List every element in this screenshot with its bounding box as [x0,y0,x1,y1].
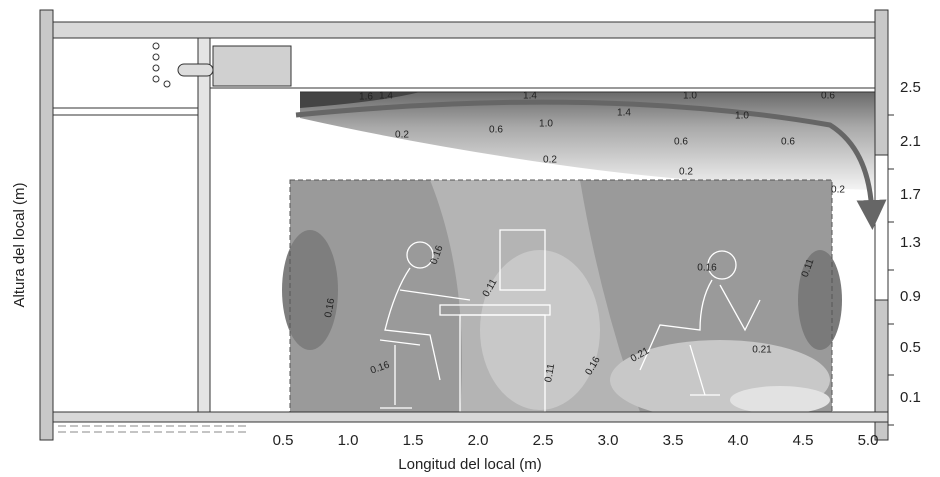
right-wall [874,9,889,156]
airflow-arrow [295,99,887,230]
contour-label: 0.6 [489,125,503,136]
floor-slab [52,411,889,423]
contour-label: 1.0 [735,111,749,122]
contour-label: 0.2 [831,185,845,196]
contour-label: 1.4 [617,108,631,119]
y-tick-label: 1.7 [900,186,921,203]
x-tick-label: 3.0 [598,432,619,449]
contour-region [730,386,830,414]
x-tick-label: 2.5 [533,432,554,449]
y-tick-label: 1.3 [900,234,921,251]
x-tick-label: 5.0 [858,432,879,449]
y-axis-label: Altura del local (m) [11,182,28,307]
diffuser-dots [152,42,171,88]
x-tick-label: 3.5 [663,432,684,449]
contour-label: 0.21 [752,345,772,356]
contour-region [798,250,842,350]
people-and-furniture [379,229,761,413]
floor-hatch [58,425,250,433]
contour-label: 0.6 [781,137,795,148]
contour-label: 0.16 [323,297,337,319]
contour-label: 0.2 [543,155,557,166]
x-tick-label: 1.0 [338,432,359,449]
room [39,9,889,441]
contour-label: 1.4 [379,91,393,102]
left-wall [39,9,54,441]
false-ceiling [210,87,875,93]
x-tick-label: 1.5 [403,432,424,449]
jet-core [300,92,420,108]
duct [177,63,214,77]
x-tick-label: 4.0 [728,432,749,449]
contour-label: 0.6 [674,137,688,148]
contour-label: 0.11 [543,362,557,383]
contour-label: 0.16 [697,263,717,274]
x-tick-label: 2.0 [468,432,489,449]
contour-label: 1.4 [523,91,537,102]
y-tick-label: 0.1 [900,389,921,406]
contour-label: 0.6 [821,91,835,102]
window [874,154,889,301]
upper-airflow-zone [300,92,875,190]
contour-label: 1.0 [683,91,697,102]
x-tick-label: 4.5 [793,432,814,449]
x-tick-label: 0.5 [273,432,294,449]
x-axis-label: Longitud del local (m) [398,456,541,473]
contour-label: 0.2 [679,167,693,178]
false-ceiling [53,107,198,116]
contour-label: 0.2 [395,130,409,141]
ceiling-slab [52,21,889,39]
fan-coil-unit [212,45,292,87]
y-tick-label: 0.5 [900,339,921,356]
column [197,37,211,413]
contour-region [480,250,600,410]
y-tick-label: 2.1 [900,133,921,150]
y-tick-label: 0.9 [900,288,921,305]
contour-label: 1.6 [359,92,373,103]
contour-region [282,230,338,350]
contour-label: 1.0 [539,119,553,130]
y-tick-label: 2.5 [900,79,921,96]
